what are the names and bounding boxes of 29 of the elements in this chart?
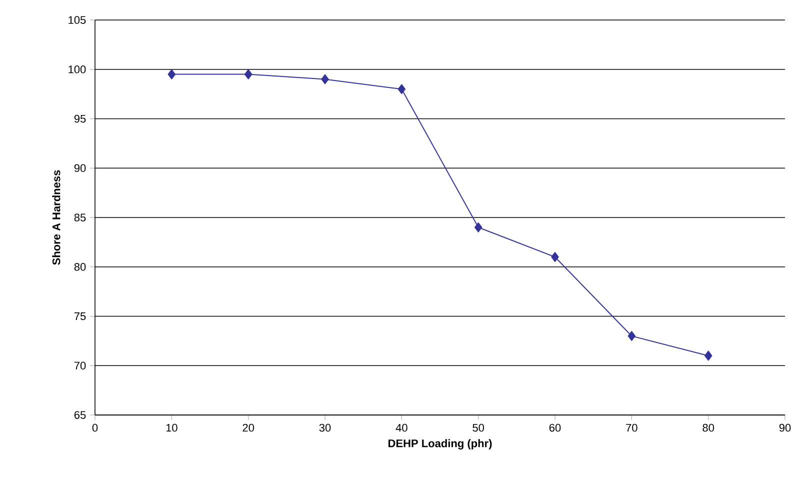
x-tick-label: 90	[779, 424, 791, 432]
y-axis-title: Shore A Hardness	[52, 170, 60, 265]
x-tick-label: 0	[92, 424, 98, 432]
y-tick-label: 70	[74, 362, 86, 370]
point	[398, 84, 406, 94]
x-tick-label: 20	[242, 424, 254, 432]
y-tick-label: 100	[68, 65, 86, 74]
point	[321, 74, 329, 84]
y-tick-label: 85	[74, 214, 86, 222]
y-tick-label: 80	[74, 262, 86, 271]
point	[628, 330, 636, 341]
y-tick-label: 65	[74, 411, 86, 419]
y-tick-label: 75	[74, 312, 86, 320]
x-tick-label: 10	[166, 424, 178, 432]
x-tick-label: 80	[702, 424, 714, 432]
point	[704, 350, 712, 361]
x-axis-title: DEHP Loading (phr)	[388, 439, 492, 450]
point	[474, 222, 482, 232]
y-tick-label: 105	[68, 16, 86, 24]
point	[244, 69, 252, 80]
x-tick-label: 40	[396, 424, 408, 432]
x-tick-label: 30	[319, 424, 331, 432]
x-tick-label: 60	[549, 424, 561, 432]
y-tick-label: 90	[74, 164, 86, 172]
x-tick-label: 70	[626, 424, 638, 432]
y-tick-label: 95	[74, 114, 86, 123]
x-tick-label: 50	[472, 424, 484, 432]
point	[551, 252, 559, 262]
point	[168, 69, 176, 80]
